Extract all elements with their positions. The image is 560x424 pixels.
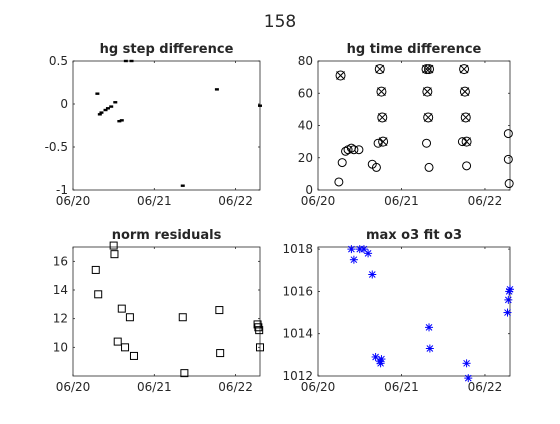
x-tick-label: 06/21 <box>137 194 172 208</box>
data-point <box>349 255 358 264</box>
data-point <box>424 64 435 75</box>
data-point <box>110 250 119 259</box>
x-tick-label: 06/20 <box>56 194 91 208</box>
data-point <box>462 161 472 171</box>
axes-box <box>317 60 511 191</box>
data-point <box>254 323 263 332</box>
x-tick-label: 06/20 <box>301 194 336 208</box>
data-point <box>503 129 513 139</box>
subplot-1: hg step difference 06/20 06/21 06/22 -1 -0.5 0… <box>45 42 262 208</box>
data-point <box>129 351 138 360</box>
data-point <box>255 326 264 335</box>
subplot-title: max o3 fit o3 <box>366 228 462 243</box>
subplot-4: max o3 fit o3 06/20 06/21 06/22 1012 1014 1016… <box>282 228 514 394</box>
data-point <box>462 359 471 368</box>
subplot-title: hg time difference <box>347 42 482 57</box>
data-point <box>347 245 356 254</box>
data-point <box>121 343 130 352</box>
x-tick-label: 06/22 <box>218 194 253 208</box>
y-tick-label: 16 <box>53 254 68 268</box>
y-tick-label: -1 <box>56 183 68 197</box>
y-tick-label: 0 <box>305 183 313 197</box>
axes-box <box>317 246 511 377</box>
data-point <box>459 86 470 97</box>
data-point <box>371 162 381 172</box>
subplot-title: norm residuals <box>112 228 222 243</box>
y-tick-label: 10 <box>53 340 68 354</box>
data-point <box>113 337 122 346</box>
data-point <box>334 177 344 187</box>
data-point <box>504 179 514 189</box>
y-tick-label: 1018 <box>282 242 313 256</box>
x-tick-label: 06/20 <box>301 380 336 394</box>
data-point <box>423 112 434 123</box>
y-tick-label: 1016 <box>282 284 313 298</box>
data-point <box>424 162 434 172</box>
data-point <box>422 138 432 148</box>
data-point <box>117 304 126 313</box>
data-point <box>459 64 470 75</box>
y-tick-label: 0.5 <box>49 54 68 68</box>
data-point <box>91 265 100 274</box>
figure-title: 158 <box>264 12 296 32</box>
data-point <box>364 249 373 258</box>
x-tick-label: 06/21 <box>384 194 419 208</box>
data-point <box>354 145 364 155</box>
axes-box <box>72 246 261 377</box>
y-tick-label: 1012 <box>282 369 313 383</box>
data-point <box>125 313 134 322</box>
data-point <box>425 323 434 332</box>
subplot-3: norm residuals 06/20 06/21 06/22 10 12 14 16 <box>53 228 264 394</box>
x-tick-label: 06/22 <box>218 380 253 394</box>
data-point <box>216 349 225 358</box>
subplot-grid: hg step difference 06/20 06/21 06/22 -1 -0.5 0… <box>45 42 514 394</box>
y-tick-label: 14 <box>53 283 68 297</box>
y-tick-label: 60 <box>298 86 313 100</box>
data-point <box>506 285 514 294</box>
axes-box <box>72 60 261 191</box>
data-point <box>464 374 473 383</box>
y-tick-label: 12 <box>53 312 68 326</box>
data-point <box>256 343 264 352</box>
data-point <box>421 64 432 75</box>
y-tick-label: -0.5 <box>45 140 68 154</box>
y-tick-label: 20 <box>298 151 313 165</box>
data-point <box>94 290 103 299</box>
data-point <box>461 136 472 147</box>
data-point <box>377 112 388 123</box>
data-point <box>337 158 347 168</box>
data-point <box>503 308 512 317</box>
x-tick-label: 06/21 <box>384 380 419 394</box>
data-point <box>504 295 513 304</box>
y-tick-label: 40 <box>298 119 313 133</box>
x-tick-label: 06/21 <box>137 380 172 394</box>
y-tick-label: 80 <box>298 54 313 68</box>
data-point <box>349 145 359 155</box>
x-tick-label: 06/20 <box>56 380 91 394</box>
x-tick-label: 06/22 <box>468 380 503 394</box>
data-point <box>503 154 513 164</box>
subplot-title: hg step difference <box>100 42 234 57</box>
data-point <box>178 313 187 322</box>
data-point <box>374 64 385 75</box>
data-point <box>422 86 433 97</box>
data-point <box>253 320 262 329</box>
y-tick-label: 0 <box>60 97 68 111</box>
data-point <box>335 70 346 81</box>
data-point <box>378 136 389 147</box>
x-tick-label: 06/22 <box>468 194 503 208</box>
data-point <box>376 86 387 97</box>
subplot-2: hg time difference 06/20 06/21 06/22 0 20 40 60… <box>298 42 514 208</box>
data-point <box>368 270 377 279</box>
y-tick-label: 1014 <box>282 327 313 341</box>
data-point <box>180 369 189 378</box>
data-point <box>460 112 471 123</box>
data-point <box>377 355 386 364</box>
data-point <box>215 306 224 315</box>
data-point <box>109 241 118 250</box>
data-point <box>425 344 434 353</box>
